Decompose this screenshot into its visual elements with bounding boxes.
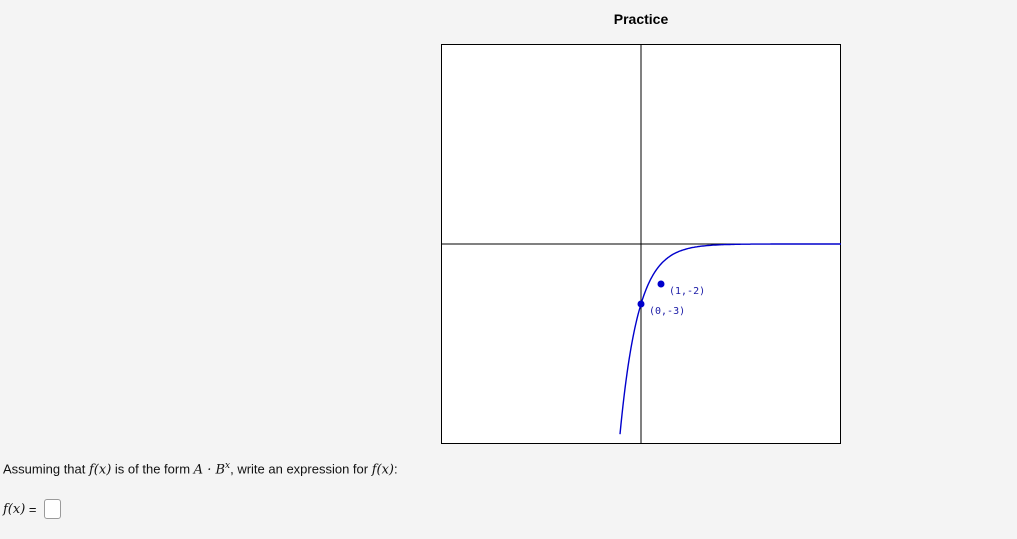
question-part-4: :: [394, 461, 398, 477]
graph-svg: (1,-2) (0,-3): [441, 44, 841, 444]
graph-title: Practice: [613, 11, 669, 27]
question-part-1: Assuming that: [3, 461, 89, 477]
answer-row: f(x) =: [3, 497, 62, 521]
question-form-exponent: x: [225, 461, 231, 471]
question-fx: f(x): [89, 462, 112, 478]
question-form-base: A · B: [193, 462, 226, 478]
question-part-3: , write an expression for: [230, 461, 372, 477]
graph-point-label-0: (1,-2): [669, 286, 705, 297]
answer-label-equals: =: [25, 501, 41, 517]
question-fx-2: f(x): [371, 462, 395, 478]
graph-point-0: [657, 280, 665, 288]
answer-label-fx: f(x): [3, 501, 26, 517]
question-text: Assuming that f(x) is of the form A · Bx…: [3, 461, 398, 477]
function-graph: (1,-2) (0,-3): [441, 44, 841, 444]
graph-point-label-1: (0,-3): [649, 306, 685, 317]
question-part-2: is of the form: [111, 461, 194, 477]
answer-input[interactable]: [44, 499, 62, 519]
exponential-curve: [619, 243, 841, 435]
graph-point-1: [637, 300, 645, 308]
points-layer: (1,-2) (0,-3): [637, 280, 705, 317]
